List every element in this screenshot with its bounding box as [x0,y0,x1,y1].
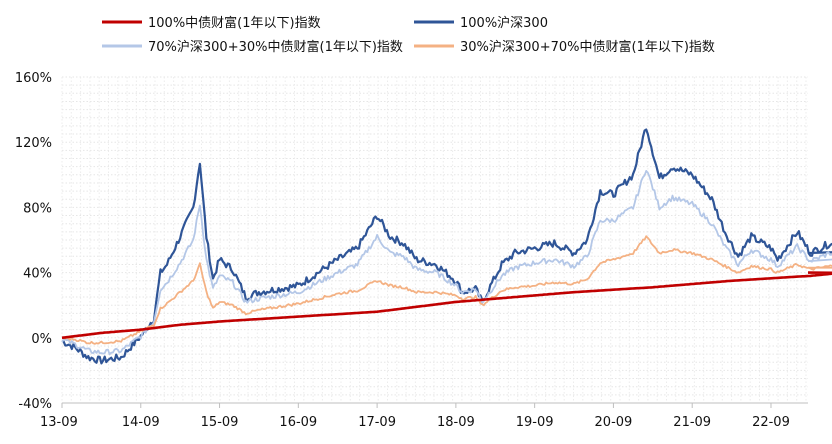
series-line-0 [61,271,832,340]
y-tick-label: 40% [23,267,52,282]
x-tick-label: 21-09 [673,415,711,430]
series-lines [61,128,832,365]
legend-label: 100%中债财富(1年以下)指数 [148,15,321,31]
series-line-3 [61,235,832,345]
y-tick-label: -40% [18,397,52,412]
y-tick-label: 0% [31,332,52,347]
legend: 100%中债财富(1年以下)指数 100%沪深300 70%沪深300+30%中债财… [102,15,715,55]
x-tick-label: 13-09 [40,415,78,430]
y-tick-label: 120% [15,136,52,151]
x-tick-label: 17-09 [358,415,396,430]
x-tick-label: 15-09 [201,415,239,430]
x-tick-label: 16-09 [279,415,317,430]
x-tick-label: 20-09 [595,415,633,430]
legend-label: 100%沪深300 [460,15,548,31]
legend-label: 70%沪深300+30%中债财富(1年以下)指数 [148,39,403,55]
y-tick-label: 80% [23,201,52,216]
x-tick-label: 19-09 [516,415,554,430]
x-tick-label: 18-09 [437,415,475,430]
x-tick-label: 22-09 [752,415,790,430]
legend-label: 30%沪深300+70%中债财富(1年以下)指数 [460,39,715,55]
y-tick-label: 160% [15,71,52,86]
grid [61,76,808,404]
series-line-2 [61,170,832,356]
axes: -40% 0% 40% 80% 120% 160% 13-09 14-09 15-09 16-09… [15,71,808,430]
x-tick-label: 14-09 [122,415,160,430]
series-line-1 [61,128,832,365]
